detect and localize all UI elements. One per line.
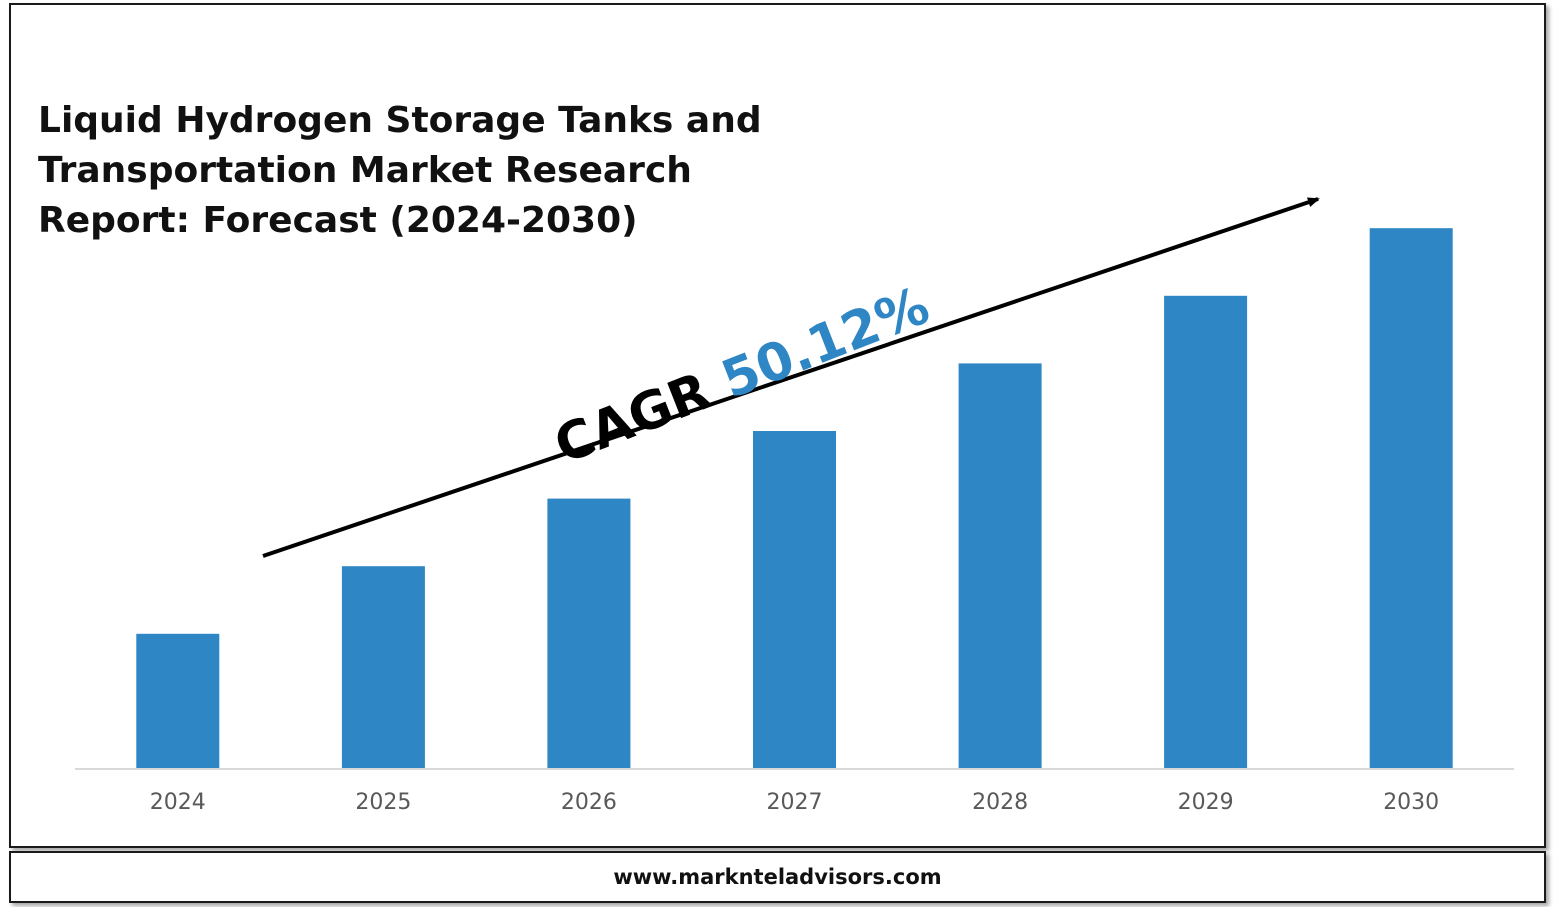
bar-2025 [341,566,425,769]
chart-title-line: Report: Forecast (2024-2030) [38,200,638,241]
x-axis-tick-labels: 2024 2025 2026 2027 2028 2029 2030 [150,790,1439,815]
bar-2028 [958,363,1042,769]
bar-2026 [547,498,631,769]
x-tick-label-2024: 2024 [150,790,206,815]
bar-2027 [753,431,836,769]
chart-title-line: Liquid Hydrogen Storage Tanks and [38,100,762,141]
growth-arrow [262,197,1320,558]
chart-title: Liquid Hydrogen Storage Tanks and Transp… [38,96,762,246]
x-tick-label-2025: 2025 [355,790,411,815]
x-tick-label-2028: 2028 [972,790,1028,815]
bar-series [136,228,1453,769]
chart-title-line: Transportation Market Research [38,150,692,191]
bar-2029 [1164,295,1248,769]
footer: www.marknteladvisors.com [9,851,1546,903]
x-tick-label-2027: 2027 [767,790,823,815]
x-tick-label-2030: 2030 [1383,790,1439,815]
x-tick-label-2029: 2029 [1178,790,1234,815]
bar-2030 [1369,228,1453,769]
bar-2024 [136,633,220,769]
x-tick-label-2026: 2026 [561,790,617,815]
website-url: www.marknteladvisors.com [613,865,942,889]
